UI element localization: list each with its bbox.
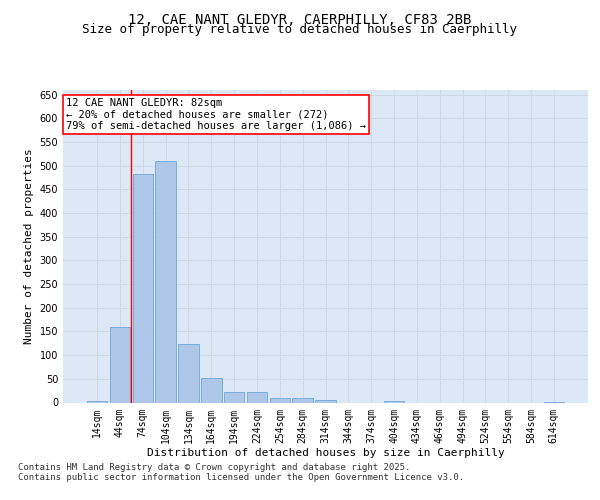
Bar [87,401,107,402]
Text: Contains public sector information licensed under the Open Government Licence v3: Contains public sector information licen… [18,472,464,482]
Text: Contains HM Land Registry data © Crown copyright and database right 2025.: Contains HM Land Registry data © Crown c… [18,462,410,471]
Bar [133,174,153,402]
Bar [224,392,244,402]
Bar [247,392,267,402]
Text: Size of property relative to detached houses in Caerphilly: Size of property relative to detached ho… [83,22,517,36]
Bar [292,398,313,402]
Bar [178,344,199,403]
Text: 12, CAE NANT GLEDYR, CAERPHILLY, CF83 2BB: 12, CAE NANT GLEDYR, CAERPHILLY, CF83 2B… [128,12,472,26]
Y-axis label: Number of detached properties: Number of detached properties [24,148,34,344]
Bar [110,326,130,402]
Bar [269,398,290,402]
X-axis label: Distribution of detached houses by size in Caerphilly: Distribution of detached houses by size … [146,448,505,458]
Bar [384,401,404,402]
Bar [201,378,221,402]
Bar [155,161,176,402]
Text: 12 CAE NANT GLEDYR: 82sqm
← 20% of detached houses are smaller (272)
79% of semi: 12 CAE NANT GLEDYR: 82sqm ← 20% of detac… [65,98,365,131]
Bar [315,400,336,402]
